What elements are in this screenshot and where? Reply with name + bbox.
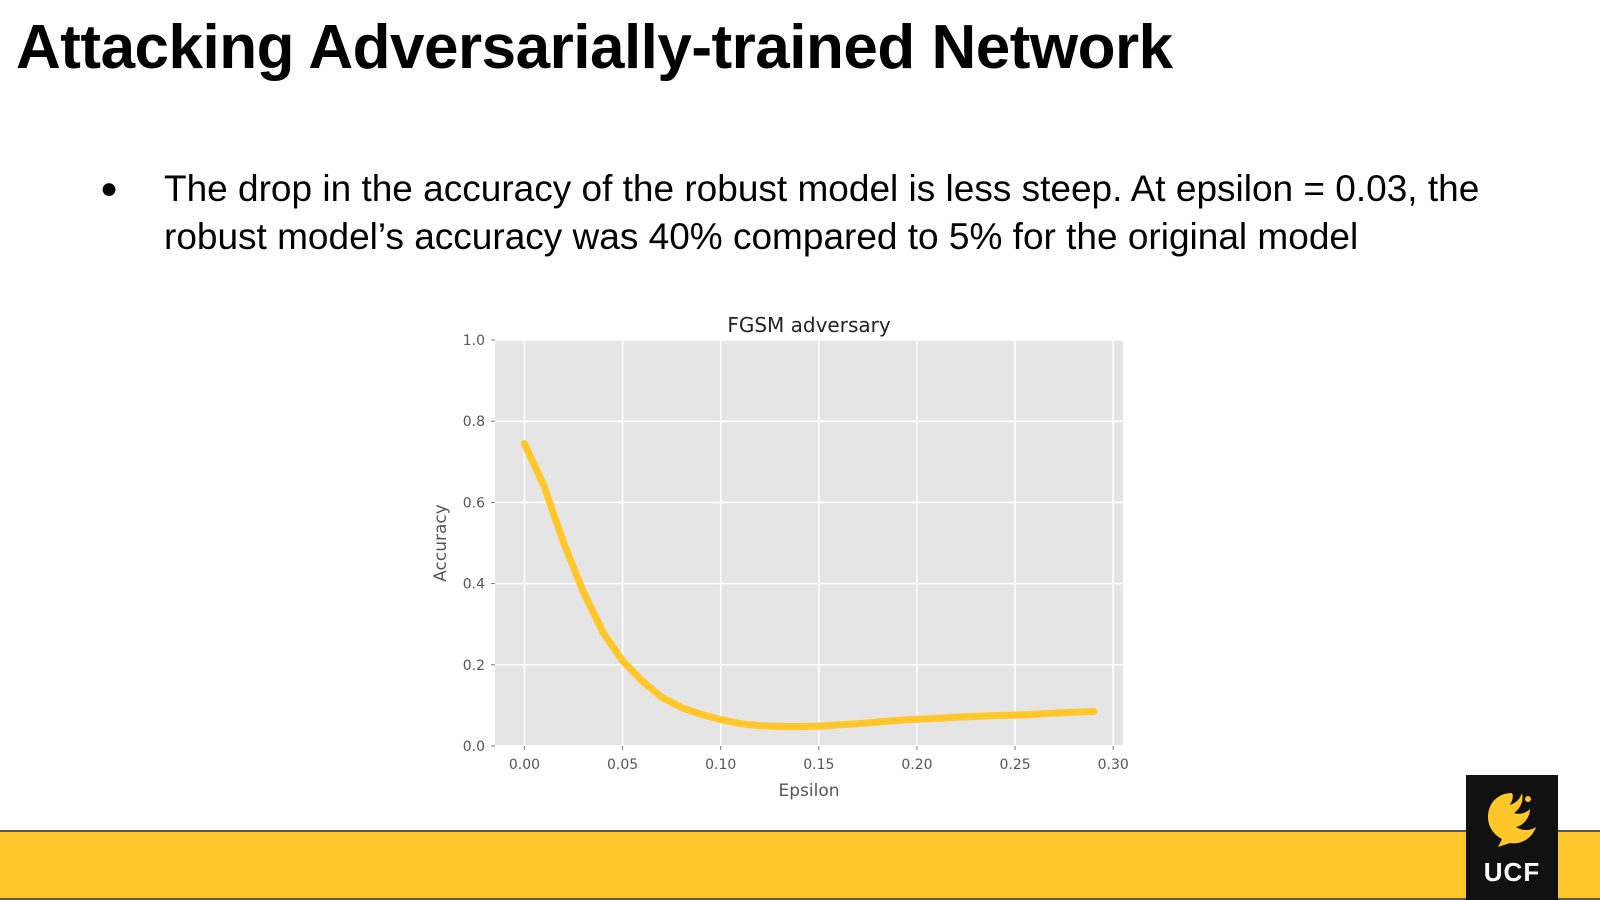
bullet-text: The drop in the accuracy of the robust m… — [164, 168, 1480, 257]
slide-title: Attacking Adversarially-trained Network — [16, 13, 1173, 82]
x-tick-label: 0.20 — [901, 757, 932, 773]
ucf-logo: UCF — [1466, 775, 1558, 900]
x-tick-label: 0.30 — [1098, 757, 1129, 773]
pegasus-icon — [1488, 793, 1536, 847]
x-tick-label: 0.25 — [999, 757, 1030, 773]
accuracy-chart: 0.00 0.05 0.10 0.15 0.20 0.25 0.30 0.0 0.2 0.4 0.6… — [428, 312, 1148, 812]
x-tick-label: 0.10 — [705, 757, 736, 773]
plot-area — [495, 340, 1123, 746]
y-tick-label: 0.8 — [463, 414, 485, 430]
x-tick-label: 0.15 — [803, 757, 834, 773]
y-axis-label: Accuracy — [431, 504, 451, 582]
chart-svg: 0.00 0.05 0.10 0.15 0.20 0.25 0.30 0.0 0.2 0.4 0.6… — [431, 313, 1129, 801]
x-axis-label: Epsilon — [778, 781, 839, 801]
accuracy-line — [520, 440, 1098, 730]
x-tick-label: 0.05 — [607, 757, 638, 773]
x-tick-label: 0.00 — [509, 757, 540, 773]
chart-title: FGSM adversary — [727, 313, 891, 337]
y-tick-label: 0.2 — [463, 658, 485, 674]
bullet-dot-icon: ● — [100, 172, 119, 205]
logo-text: UCF — [1483, 857, 1541, 887]
y-tick-label: 0.6 — [463, 495, 485, 511]
y-tick-label: 0.4 — [463, 577, 485, 593]
y-tick-label: 0.0 — [463, 739, 485, 755]
footer-bar — [0, 830, 1600, 900]
y-tick-label: 1.0 — [463, 333, 485, 349]
